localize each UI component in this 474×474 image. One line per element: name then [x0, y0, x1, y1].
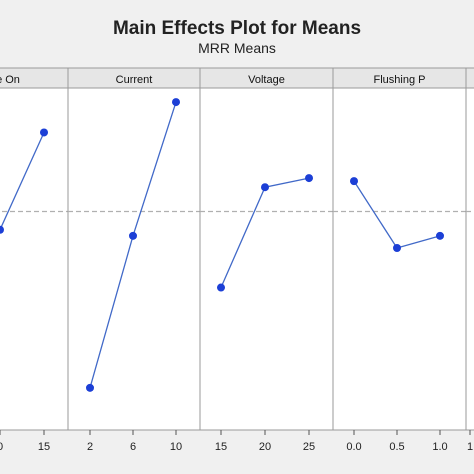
panel: Flushing P 0.0 0.5 1.0 [332, 67, 467, 453]
x-tick-label: 1 [467, 441, 473, 453]
x-tick-label: 1.0 [432, 441, 447, 453]
x-tick-label: 0 [0, 441, 3, 453]
chart-subtitle: MRR Means [198, 40, 276, 56]
panel-plot-area [466, 88, 474, 430]
x-tick-label: 15 [215, 441, 227, 453]
data-point [261, 183, 269, 192]
panel-header-label: e On [0, 74, 20, 86]
data-point [350, 177, 358, 186]
x-tick-label: 6 [130, 441, 136, 453]
data-point [217, 283, 225, 292]
panel-border [465, 87, 474, 431]
chart-title: Main Effects Plot for Means [113, 18, 361, 39]
panels-area: e On 0 15 Current 2 6 10 Voltage 15 20 25 Flushing … [0, 67, 474, 453]
panel-plot-area [0, 88, 68, 430]
data-point [393, 244, 401, 252]
x-tick-label: 0.5 [389, 441, 404, 453]
panel: Voltage 15 20 25 [199, 67, 334, 453]
data-point [40, 128, 48, 137]
panel: e On 0 15 [0, 67, 69, 453]
data-point [436, 231, 444, 240]
x-tick-label: 2 [87, 441, 93, 453]
x-tick-label: 25 [303, 441, 315, 453]
x-tick-label: 0.0 [346, 441, 361, 453]
panel: 1 [465, 67, 474, 453]
data-point [0, 225, 4, 234]
panel: Current 2 6 10 [67, 67, 201, 453]
x-tick-label: 10 [170, 441, 182, 453]
x-tick-label: 15 [38, 441, 50, 453]
panel-plot-area [333, 88, 466, 430]
series-line [0, 132, 45, 231]
data-point [129, 231, 137, 240]
panel-header [465, 67, 474, 89]
data-point [305, 174, 313, 183]
panel-header-label: Voltage [248, 74, 285, 86]
panel-plot-area [200, 88, 333, 430]
x-tick-label: 20 [259, 441, 271, 453]
panel-plot-area [68, 88, 200, 430]
panel-header-label: Current [116, 74, 153, 86]
data-point [86, 383, 94, 392]
data-point [172, 98, 180, 107]
panel-header-label: Flushing P [374, 74, 426, 86]
